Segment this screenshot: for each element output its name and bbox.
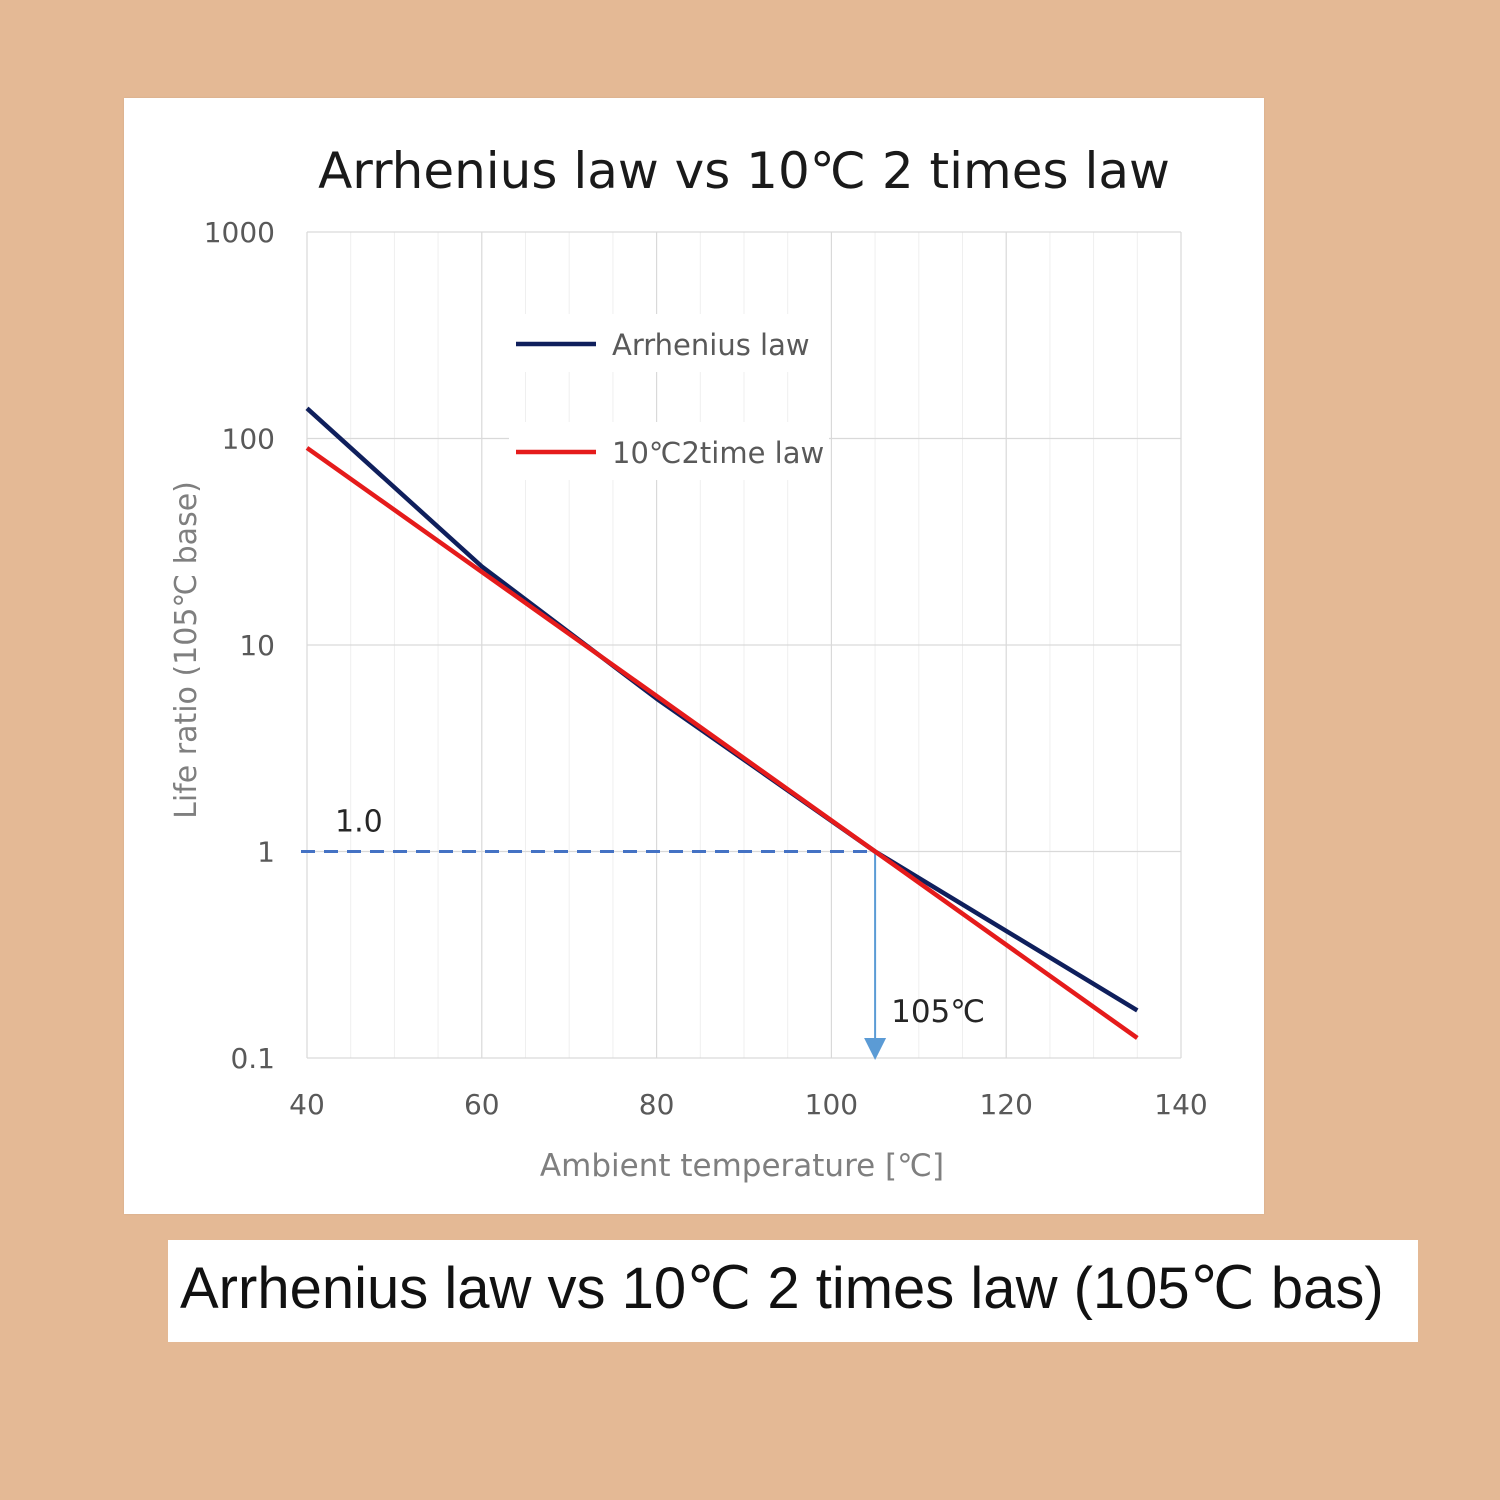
reference-temp-label: 105℃ <box>891 994 985 1030</box>
reference-arrowhead <box>864 1038 887 1060</box>
chart-title: Arrhenius law vs 10℃ 2 times law <box>318 142 1170 200</box>
series-layer <box>305 406 1139 1040</box>
y-tick-label: 1 <box>257 836 275 869</box>
x-tick-label: 140 <box>1154 1088 1207 1121</box>
legend-label: Arrhenius law <box>612 328 810 362</box>
legend-label: 10℃2time law <box>612 436 824 470</box>
y-tick-label: 100 <box>222 423 275 456</box>
y-axis-label: Life ratio (105℃ base) <box>169 481 204 819</box>
series-line <box>305 446 1139 1040</box>
y-tick-label: 0.1 <box>230 1042 275 1075</box>
reference-layer: 1.0 105℃ <box>301 805 985 1060</box>
chart-panel: 40 60 80 100 120 140 0.1 1 10 100 1000 1.0 105℃ Arr… <box>124 98 1264 1214</box>
caption-box: Arrhenius law vs 10℃ 2 times law (105℃ b… <box>168 1240 1418 1342</box>
x-tick-label: 120 <box>979 1088 1032 1121</box>
reference-value-label: 1.0 <box>335 805 383 840</box>
caption-text: Arrhenius law vs 10℃ 2 times law (105℃ b… <box>180 1256 1384 1321</box>
axes-layer: 40 60 80 100 120 140 0.1 1 10 100 1000 <box>204 216 1208 1121</box>
x-tick-label: 80 <box>639 1088 675 1121</box>
x-tick-label: 60 <box>464 1088 500 1121</box>
x-tick-label: 40 <box>289 1088 325 1121</box>
x-tick-label: 100 <box>805 1088 858 1121</box>
y-tick-label: 1000 <box>204 216 275 249</box>
y-tick-label: 10 <box>239 629 275 662</box>
series-line <box>305 406 1139 1013</box>
x-axis-label: Ambient temperature [℃] <box>540 1148 944 1184</box>
legend: Arrhenius law 10℃2time law <box>509 314 829 480</box>
chart-svg: 40 60 80 100 120 140 0.1 1 10 100 1000 1.0 105℃ Arr… <box>169 142 1208 1184</box>
